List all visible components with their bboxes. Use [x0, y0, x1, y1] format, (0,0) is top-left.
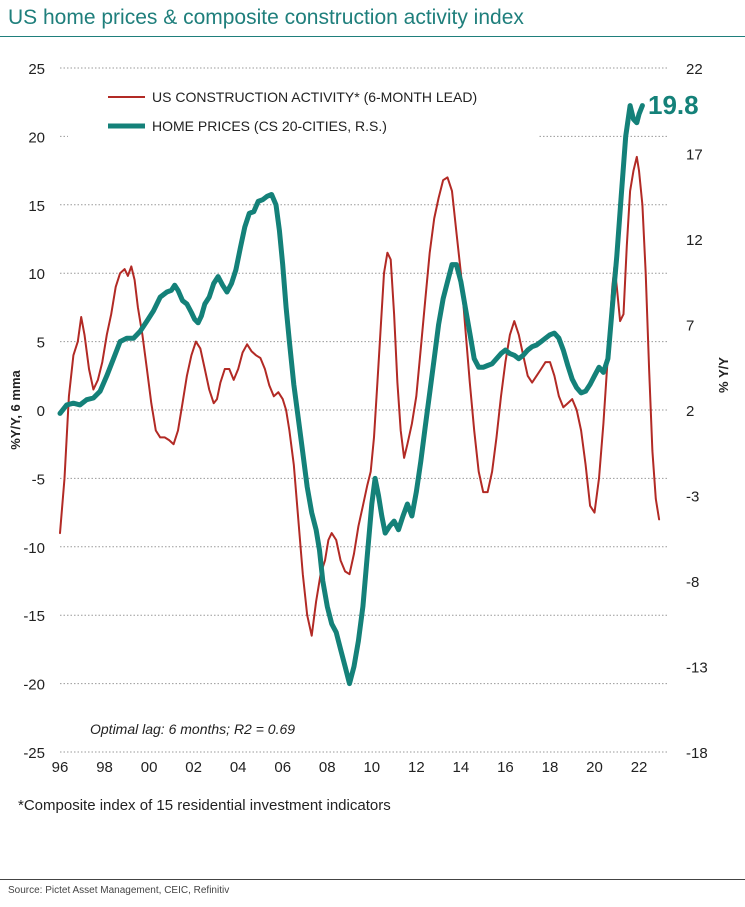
- annotation-background: [72, 715, 337, 743]
- y-right-axis-title: % Y/Y: [716, 357, 731, 393]
- home-prices-line: [57, 103, 645, 687]
- y-left-axis-title: %Y/Y, 6 mma: [8, 369, 23, 449]
- x-tick-label: 22: [631, 759, 648, 776]
- x-tick-label: 10: [363, 759, 380, 776]
- y-left-tick-label: -25: [23, 745, 45, 762]
- x-tick-label: 98: [96, 759, 113, 776]
- y-left-tick-label: -10: [23, 540, 45, 557]
- y-left-tick-label: 0: [37, 403, 45, 420]
- x-tick-label: 18: [542, 759, 559, 776]
- chart-title: US home prices & composite construction …: [8, 6, 524, 29]
- footnote: *Composite index of 15 residential inves…: [18, 797, 391, 814]
- source-rule: [0, 879, 745, 880]
- y-left-tick-label: -20: [23, 677, 45, 694]
- x-tick-label: 16: [497, 759, 514, 776]
- y-right-tick-label: 17: [686, 147, 703, 164]
- x-tick-label: 20: [586, 759, 603, 776]
- y-right-tick-label: 2: [686, 403, 694, 420]
- y-left-tick-label: -15: [23, 608, 45, 625]
- y-left-tick-label: -5: [32, 471, 45, 488]
- y-left-tick-label: 15: [28, 198, 45, 215]
- y-left-tick-label: 10: [28, 266, 45, 283]
- y-right-tick-label: -8: [686, 574, 699, 591]
- legend-label-construction: US CONSTRUCTION ACTIVITY* (6-MONTH LEAD): [152, 89, 477, 105]
- y-left-tick-label: 5: [37, 335, 45, 352]
- x-tick-label: 06: [274, 759, 291, 776]
- y-right-tick-label: 12: [686, 232, 703, 249]
- source-note: Source: Pictet Asset Management, CEIC, R…: [8, 885, 230, 896]
- y-right-tick-label: 22: [686, 61, 703, 78]
- construction-activity-line: [59, 155, 661, 637]
- y-left-tick-label: 25: [28, 61, 45, 78]
- chart-canvas: 25 20 15 10 5 0 -5 -10 -15 -20 -25 22 17 12 7 2 -3 -8 -13 -…: [8, 61, 731, 776]
- y-right-tick-label: -18: [686, 745, 708, 762]
- x-tick-label: 02: [185, 759, 202, 776]
- title-rule: [0, 36, 745, 37]
- y-left-tick-label: 20: [28, 129, 45, 146]
- y-right-tick-label: 7: [686, 318, 694, 335]
- x-tick-label: 14: [453, 759, 470, 776]
- x-tick-label: 12: [408, 759, 425, 776]
- callout-value: 19.8: [648, 90, 699, 120]
- legend-label-home-prices: HOME PRICES (CS 20-CITIES, R.S.): [152, 118, 387, 134]
- annotation-text: Optimal lag: 6 months; R2 = 0.69: [90, 721, 295, 737]
- x-tick-label: 00: [141, 759, 158, 776]
- legend-background: [68, 80, 538, 138]
- x-tick-label: 04: [230, 759, 247, 776]
- y-right-tick-label: -3: [686, 489, 699, 506]
- x-tick-label: 08: [319, 759, 336, 776]
- y-right-tick-label: -13: [686, 660, 708, 677]
- x-tick-label: 96: [52, 759, 69, 776]
